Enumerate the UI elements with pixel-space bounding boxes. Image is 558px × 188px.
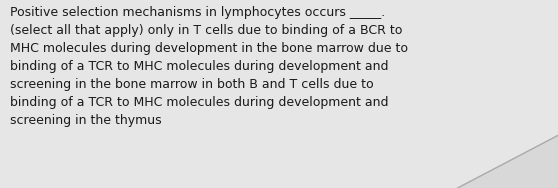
Text: Positive selection mechanisms in lymphocytes occurs _____.
(select all that appl: Positive selection mechanisms in lymphoc… — [10, 6, 408, 127]
Polygon shape — [458, 135, 558, 188]
